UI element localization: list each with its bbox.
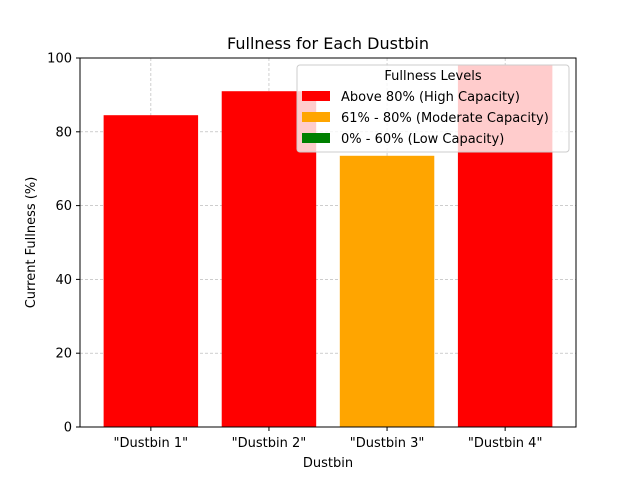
legend-entries: Above 80% (High Capacity) 61% - 80% (Mode… — [302, 90, 549, 147]
x-tick-label: "Dustbin 4" — [468, 436, 543, 451]
y-tick-label: 20 — [55, 347, 72, 362]
legend-frame — [296, 64, 570, 153]
y-axis-ticks: 0 20 40 60 80 100 — [47, 52, 80, 436]
y-tick-label: 60 — [55, 199, 72, 214]
bar-3 — [339, 155, 435, 427]
legend-label: Above 80% (High Capacity) — [341, 90, 520, 105]
plot-area-frame — [79, 57, 577, 428]
y-tick-label: 100 — [47, 52, 72, 67]
legend-swatch — [302, 112, 330, 122]
y-tick-label: 40 — [55, 273, 72, 288]
legend-label: 61% - 80% (Moderate Capacity) — [341, 111, 549, 126]
legend-swatch — [302, 133, 330, 143]
legend-label: 0% - 60% (Low Capacity) — [341, 132, 504, 147]
legend-swatch — [302, 91, 330, 101]
legend-title: Fullness Levels — [384, 69, 481, 84]
legend: Fullness Levels Above 80% (High Capacity… — [296, 64, 570, 153]
bars — [103, 65, 553, 428]
bar-1 — [103, 115, 199, 427]
x-tick-label: "Dustbin 2" — [232, 436, 307, 451]
y-tick-label: 0 — [64, 421, 72, 436]
x-axis-ticks: "Dustbin 1" "Dustbin 2" "Dustbin 3" "Dustbi… — [114, 427, 543, 451]
chart-title: Fullness for Each Dustbin — [227, 34, 429, 53]
x-tick-label: "Dustbin 3" — [350, 436, 425, 451]
x-tick-label: "Dustbin 1" — [114, 436, 189, 451]
y-axis-label: Current Fullness (%) — [24, 177, 39, 309]
y-tick-label: 80 — [55, 125, 72, 140]
x-axis-label: Dustbin — [303, 456, 353, 471]
